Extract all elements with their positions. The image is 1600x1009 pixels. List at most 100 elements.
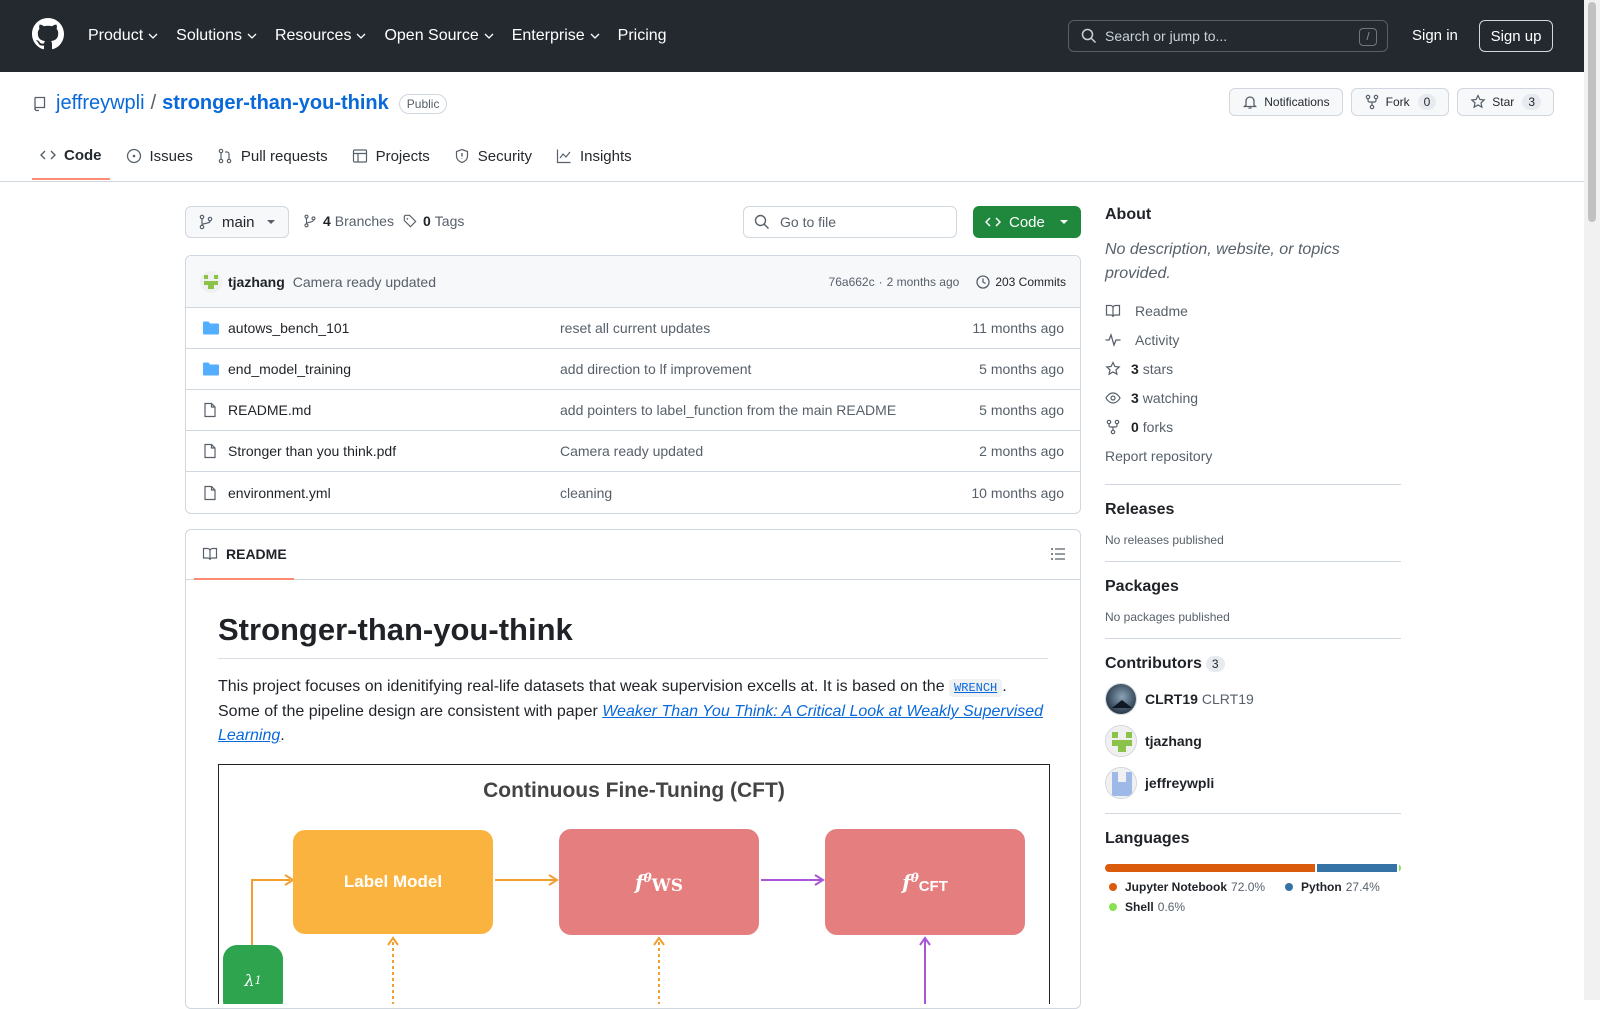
divider bbox=[1105, 638, 1401, 639]
nav-open-source[interactable]: Open Source bbox=[384, 27, 494, 45]
file-name-link[interactable]: README.md bbox=[228, 402, 312, 418]
contributor-login: jeffreywpli bbox=[1145, 775, 1215, 791]
main-content: main 4 Branches 0 Tags Go to file Code tja… bbox=[185, 206, 1081, 1009]
languages-bar bbox=[1105, 864, 1401, 872]
search-shortcut-key: / bbox=[1359, 28, 1377, 46]
chevron-down-icon bbox=[590, 33, 600, 39]
file-row[interactable]: Stronger than you think.pdf Camera ready… bbox=[186, 431, 1080, 472]
github-logo-icon[interactable] bbox=[32, 18, 64, 50]
stars-link[interactable]: 3 stars bbox=[1105, 354, 1401, 383]
tab-pull-requests[interactable]: Pull requests bbox=[209, 132, 336, 180]
releases-heading[interactable]: Releases bbox=[1105, 501, 1175, 518]
nav-solutions[interactable]: Solutions bbox=[176, 27, 257, 45]
language-item[interactable]: Python 27.4% bbox=[1285, 880, 1380, 894]
fork-label: Fork bbox=[1385, 95, 1410, 109]
tags-link[interactable]: 0 Tags bbox=[403, 213, 464, 229]
file-row[interactable]: environment.yml cleaning 10 months ago bbox=[186, 472, 1080, 513]
nav-resources[interactable]: Resources bbox=[275, 27, 366, 45]
divider bbox=[1105, 484, 1401, 485]
book-icon bbox=[1105, 304, 1121, 317]
sign-up-button[interactable]: Sign up bbox=[1479, 20, 1553, 52]
file-commit-message-link[interactable]: Camera ready updated bbox=[560, 443, 704, 459]
caret-down-icon bbox=[1060, 220, 1068, 224]
nav-product[interactable]: Product bbox=[88, 27, 158, 45]
file-name-link[interactable]: environment.yml bbox=[228, 484, 331, 501]
sign-in-link[interactable]: Sign in bbox=[1412, 27, 1458, 44]
about-heading: About bbox=[1105, 206, 1152, 223]
search-input[interactable]: Search or jump to... / bbox=[1068, 20, 1388, 52]
code-button[interactable]: Code bbox=[973, 206, 1081, 238]
file-commit-message-link[interactable]: cleaning bbox=[560, 484, 613, 501]
file-name-link[interactable]: Stronger than you think.pdf bbox=[228, 443, 397, 459]
notifications-button[interactable]: Notifications bbox=[1229, 88, 1343, 116]
scrollbar-thumb[interactable] bbox=[1588, 2, 1596, 222]
commit-hash-link[interactable]: 76a662c bbox=[828, 274, 875, 289]
branch-name: main bbox=[222, 213, 255, 231]
outline-list-icon[interactable] bbox=[1050, 546, 1066, 562]
code-icon bbox=[985, 217, 1001, 227]
repo-header: jeffreywpli / stronger-than-you-think Pu… bbox=[0, 72, 1584, 182]
report-repository-link[interactable]: Report repository bbox=[1105, 447, 1213, 464]
watchers-link[interactable]: 3 watching bbox=[1105, 383, 1401, 412]
paper-link[interactable]: Weaker Than You Think: A Critical Look a… bbox=[218, 703, 1044, 744]
file-commit-message-link[interactable]: reset all current updates bbox=[560, 320, 711, 336]
search-icon bbox=[754, 214, 769, 229]
tab-insights[interactable]: Insights bbox=[548, 132, 640, 180]
nav-pricing[interactable]: Pricing bbox=[617, 27, 667, 44]
repo-actions: Notifications Fork 0 Star 3 bbox=[1221, 88, 1554, 116]
readme-paragraph: This project focuses on idenitifying rea… bbox=[218, 678, 1044, 744]
wrench-link[interactable]: WRENCH bbox=[949, 679, 1003, 697]
about-list: Readme Activity 3 stars 3 watching 0 forks … bbox=[1105, 296, 1401, 470]
page-scrollbar[interactable] bbox=[1584, 0, 1600, 1000]
file-commit-message-link[interactable]: add pointers to label_function from the … bbox=[560, 402, 897, 418]
commit-message-link[interactable]: Camera ready updated bbox=[292, 273, 436, 290]
nav-enterprise[interactable]: Enterprise bbox=[512, 27, 600, 45]
star-button[interactable]: Star 3 bbox=[1457, 88, 1554, 116]
language-item[interactable]: Jupyter Notebook 72.0% bbox=[1109, 880, 1265, 894]
avatar[interactable] bbox=[200, 270, 222, 293]
file-commit-message-link[interactable]: add direction to lf improvement bbox=[560, 361, 752, 377]
file-name-link[interactable]: end_model_training bbox=[228, 361, 351, 377]
branch-icon bbox=[304, 214, 316, 228]
global-header: Product Solutions Resources Open Source … bbox=[0, 0, 1584, 72]
fork-button[interactable]: Fork 0 bbox=[1350, 88, 1450, 116]
contributor-item[interactable]: CLRT19 CLRT19 bbox=[1105, 683, 1401, 715]
language-bar-segment bbox=[1105, 864, 1316, 872]
readme-tab[interactable]: README bbox=[194, 530, 294, 580]
language-item[interactable]: Shell 0.6% bbox=[1109, 900, 1185, 914]
file-name-link[interactable]: autows_bench_101 bbox=[228, 320, 350, 336]
branches-link[interactable]: 4 Branches bbox=[303, 213, 394, 229]
code-icon bbox=[40, 150, 56, 160]
contributors-heading[interactable]: Contributors 3 bbox=[1105, 655, 1401, 673]
tab-code[interactable]: Code bbox=[32, 132, 110, 180]
packages-heading[interactable]: Packages bbox=[1105, 578, 1179, 595]
file-commit-time: 5 months ago bbox=[979, 361, 1064, 377]
repo-owner-link[interactable]: jeffreywpli bbox=[56, 92, 145, 114]
file-row[interactable]: README.md add pointers to label_function… bbox=[186, 390, 1080, 431]
file-row[interactable]: autows_bench_101 reset all current updat… bbox=[186, 308, 1080, 349]
tab-security[interactable]: Security bbox=[446, 132, 540, 180]
tab-projects[interactable]: Projects bbox=[344, 132, 438, 180]
file-row[interactable]: end_model_training add direction to lf i… bbox=[186, 349, 1080, 390]
avatar bbox=[1105, 725, 1137, 757]
go-to-file-placeholder: Go to file bbox=[780, 214, 837, 230]
languages-list: Jupyter Notebook 72.0% Python 27.4% Shell 0… bbox=[1105, 880, 1401, 920]
code-button-label: Code bbox=[1009, 213, 1045, 231]
activity-link[interactable]: Activity bbox=[1105, 325, 1401, 354]
file-list: tjazhang Camera ready updated 76a662c · … bbox=[185, 255, 1081, 514]
commits-history-link[interactable]: 203 Commits bbox=[975, 274, 1066, 290]
commit-author-link[interactable]: tjazhang bbox=[228, 273, 285, 290]
contributor-item[interactable]: tjazhang bbox=[1105, 725, 1401, 757]
tab-issues[interactable]: Issues bbox=[118, 132, 201, 180]
forks-link[interactable]: 0 forks bbox=[1105, 412, 1401, 441]
readme-link[interactable]: Readme bbox=[1105, 296, 1401, 325]
repo-name-link[interactable]: stronger-than-you-think bbox=[162, 92, 389, 114]
file-commit-time: 5 months ago bbox=[979, 402, 1064, 418]
contributor-item[interactable]: jeffreywpli bbox=[1105, 767, 1401, 799]
language-color-dot bbox=[1109, 883, 1117, 891]
fork-icon bbox=[1106, 419, 1120, 434]
branch-selector[interactable]: main bbox=[185, 206, 289, 238]
search-placeholder: Search or jump to... bbox=[1105, 28, 1228, 44]
avatar bbox=[1105, 683, 1137, 715]
go-to-file-input[interactable]: Go to file bbox=[743, 206, 957, 238]
